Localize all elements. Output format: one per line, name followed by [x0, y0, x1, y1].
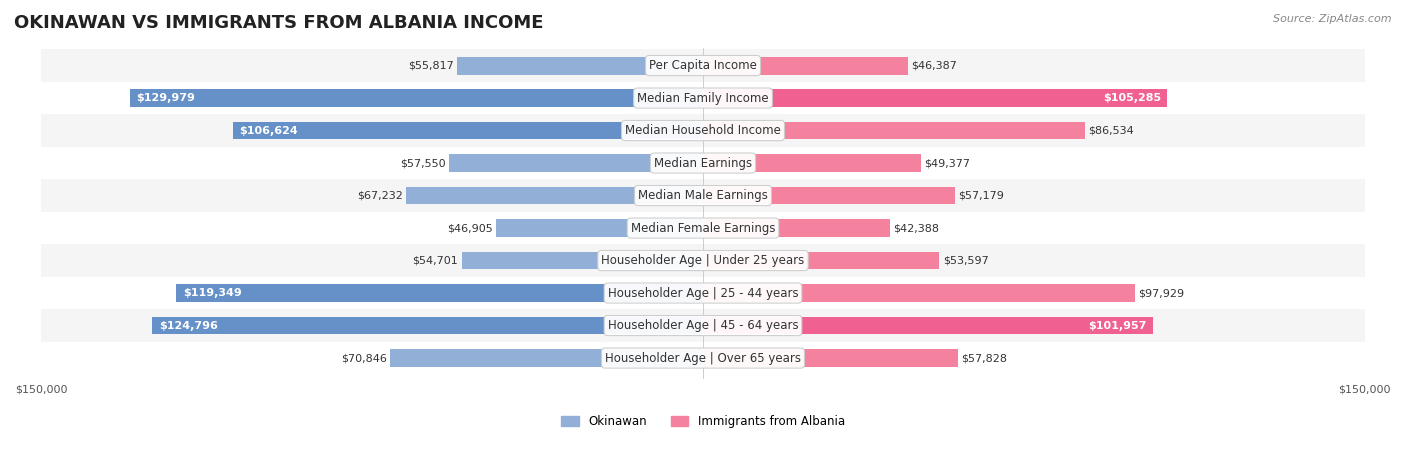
- Bar: [461, 252, 703, 269]
- Text: Median Family Income: Median Family Income: [637, 92, 769, 105]
- Text: Householder Age | Under 25 years: Householder Age | Under 25 years: [602, 254, 804, 267]
- Bar: [41, 179, 1365, 212]
- Text: Householder Age | 25 - 44 years: Householder Age | 25 - 44 years: [607, 287, 799, 299]
- Text: $49,377: $49,377: [924, 158, 970, 168]
- Bar: [703, 317, 1153, 334]
- Text: $55,817: $55,817: [408, 61, 454, 71]
- Bar: [129, 89, 703, 107]
- Text: $57,179: $57,179: [959, 191, 1004, 200]
- Bar: [41, 244, 1365, 277]
- Bar: [449, 154, 703, 172]
- Bar: [41, 309, 1365, 342]
- Bar: [41, 342, 1365, 374]
- Text: $54,701: $54,701: [412, 255, 458, 266]
- Bar: [703, 284, 1135, 302]
- Text: $106,624: $106,624: [239, 126, 298, 135]
- Text: $124,796: $124,796: [159, 320, 218, 331]
- Bar: [41, 114, 1365, 147]
- Bar: [457, 57, 703, 75]
- Text: $46,905: $46,905: [447, 223, 492, 233]
- Bar: [41, 147, 1365, 179]
- Bar: [406, 187, 703, 205]
- Text: Householder Age | Over 65 years: Householder Age | Over 65 years: [605, 352, 801, 365]
- Text: $129,979: $129,979: [136, 93, 195, 103]
- Bar: [703, 89, 1167, 107]
- Text: $119,349: $119,349: [183, 288, 242, 298]
- Bar: [177, 284, 703, 302]
- Text: Householder Age | 45 - 64 years: Householder Age | 45 - 64 years: [607, 319, 799, 332]
- Text: $70,846: $70,846: [342, 353, 387, 363]
- Bar: [703, 219, 890, 237]
- Bar: [496, 219, 703, 237]
- Text: $57,550: $57,550: [401, 158, 446, 168]
- Bar: [152, 317, 703, 334]
- Text: $46,387: $46,387: [911, 61, 957, 71]
- Bar: [703, 187, 955, 205]
- Text: Median Male Earnings: Median Male Earnings: [638, 189, 768, 202]
- Bar: [41, 82, 1365, 114]
- Bar: [391, 349, 703, 367]
- Text: Source: ZipAtlas.com: Source: ZipAtlas.com: [1274, 14, 1392, 24]
- Bar: [41, 50, 1365, 82]
- Bar: [703, 57, 908, 75]
- Text: OKINAWAN VS IMMIGRANTS FROM ALBANIA INCOME: OKINAWAN VS IMMIGRANTS FROM ALBANIA INCO…: [14, 14, 544, 32]
- Bar: [41, 212, 1365, 244]
- Text: $57,828: $57,828: [962, 353, 1008, 363]
- Text: Median Female Earnings: Median Female Earnings: [631, 221, 775, 234]
- Text: $67,232: $67,232: [357, 191, 404, 200]
- Legend: Okinawan, Immigrants from Albania: Okinawan, Immigrants from Albania: [557, 410, 849, 433]
- Text: Median Earnings: Median Earnings: [654, 156, 752, 170]
- Bar: [703, 121, 1085, 140]
- Bar: [703, 349, 957, 367]
- Text: $97,929: $97,929: [1139, 288, 1184, 298]
- Bar: [41, 277, 1365, 309]
- Text: Per Capita Income: Per Capita Income: [650, 59, 756, 72]
- Bar: [703, 154, 921, 172]
- Bar: [703, 252, 939, 269]
- Text: $42,388: $42,388: [893, 223, 939, 233]
- Bar: [232, 121, 703, 140]
- Text: $101,957: $101,957: [1088, 320, 1146, 331]
- Text: $86,534: $86,534: [1088, 126, 1133, 135]
- Text: $53,597: $53,597: [943, 255, 988, 266]
- Text: Median Household Income: Median Household Income: [626, 124, 780, 137]
- Text: $105,285: $105,285: [1102, 93, 1161, 103]
